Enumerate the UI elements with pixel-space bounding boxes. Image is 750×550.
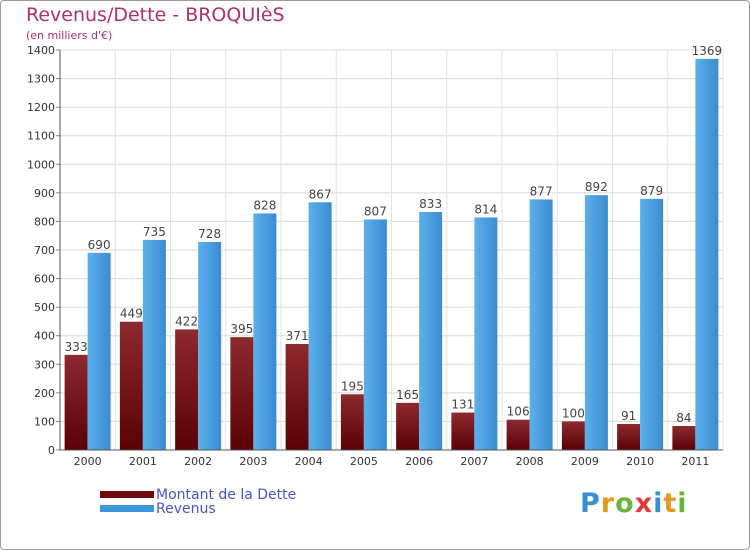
data-label-revenus: 828 bbox=[253, 198, 276, 212]
legend-label-debt: Montant de la Dette bbox=[156, 487, 297, 503]
bar-debt bbox=[396, 402, 420, 450]
data-label-revenus: 867 bbox=[309, 187, 332, 201]
data-label-debt: 84 bbox=[676, 411, 691, 425]
data-label-debt: 371 bbox=[286, 329, 309, 343]
bar-debt bbox=[451, 412, 475, 450]
y-tick-label: 900 bbox=[34, 187, 55, 200]
bar-revenus bbox=[640, 198, 664, 450]
y-tick-label: 1400 bbox=[27, 44, 55, 57]
legend-swatch-debt bbox=[100, 491, 154, 498]
data-label-revenus: 879 bbox=[640, 184, 663, 198]
x-tick-label: 2008 bbox=[516, 455, 544, 468]
data-label-revenus: 877 bbox=[530, 184, 553, 198]
proxiti-logo: Proxiti bbox=[580, 488, 688, 519]
logo-letter: i bbox=[677, 488, 688, 519]
bar-revenus bbox=[419, 212, 443, 450]
x-tick-label: 2003 bbox=[239, 455, 267, 468]
logo-letter: o bbox=[615, 488, 635, 519]
bar-revenus bbox=[474, 217, 498, 450]
x-tick-label: 2011 bbox=[681, 455, 709, 468]
data-label-revenus: 735 bbox=[143, 225, 166, 239]
y-tick-label: 300 bbox=[34, 358, 55, 371]
data-label-debt: 422 bbox=[175, 314, 198, 328]
data-label-revenus: 690 bbox=[88, 238, 111, 252]
y-tick-label: 100 bbox=[34, 415, 55, 428]
logo-letter: P bbox=[580, 488, 601, 519]
legend-swatch-revenus bbox=[100, 505, 154, 512]
bar-revenus bbox=[142, 240, 166, 450]
x-tick-label: 2010 bbox=[626, 455, 654, 468]
data-label-debt: 195 bbox=[341, 379, 364, 393]
bar-debt bbox=[340, 394, 364, 450]
bar-debt bbox=[175, 329, 199, 450]
logo-letter: r bbox=[600, 488, 616, 519]
bar-debt bbox=[64, 354, 88, 450]
bar-revenus bbox=[253, 213, 277, 450]
y-tick-label: 1100 bbox=[27, 130, 55, 143]
data-label-debt: 165 bbox=[396, 388, 419, 402]
y-tick-label: 400 bbox=[34, 330, 55, 343]
data-label-revenus: 892 bbox=[585, 180, 608, 194]
y-tick-label: 1000 bbox=[27, 158, 55, 171]
bar-revenus bbox=[308, 202, 332, 450]
logo-letter: x bbox=[634, 488, 654, 519]
x-tick-label: 2004 bbox=[295, 455, 323, 468]
bar-revenus bbox=[198, 242, 222, 450]
bar-revenus bbox=[87, 252, 111, 450]
bar-revenus bbox=[584, 195, 608, 450]
data-label-debt: 395 bbox=[230, 322, 253, 336]
data-label-debt: 131 bbox=[451, 398, 474, 412]
y-tick-label: 700 bbox=[34, 244, 55, 257]
y-tick-label: 1200 bbox=[27, 101, 55, 114]
bar-revenus bbox=[529, 199, 553, 450]
bar-debt bbox=[506, 419, 530, 450]
y-tick-label: 200 bbox=[34, 387, 55, 400]
logo-letter: i bbox=[653, 488, 664, 519]
y-tick-label: 800 bbox=[34, 215, 55, 228]
y-tick-label: 500 bbox=[34, 301, 55, 314]
bar-debt bbox=[230, 337, 254, 450]
data-label-debt: 449 bbox=[120, 307, 143, 321]
bar-revenus bbox=[695, 58, 719, 450]
data-label-debt: 100 bbox=[562, 406, 585, 420]
y-tick-label: 600 bbox=[34, 273, 55, 286]
bar-debt bbox=[119, 321, 143, 450]
legend-label-revenus: Revenus bbox=[156, 501, 216, 517]
x-tick-label: 2001 bbox=[129, 455, 157, 468]
y-tick-label: 1300 bbox=[27, 73, 55, 86]
chart-title: Revenus/Dette - BROQUIèS bbox=[26, 4, 285, 26]
x-tick-label: 2006 bbox=[405, 455, 433, 468]
y-tick-label: 0 bbox=[48, 444, 55, 457]
logo-letter: t bbox=[663, 488, 678, 519]
bar-debt bbox=[561, 421, 585, 450]
bar-debt bbox=[617, 424, 641, 450]
data-label-debt: 91 bbox=[621, 409, 636, 423]
data-label-revenus: 814 bbox=[474, 202, 497, 216]
data-label-debt: 333 bbox=[65, 340, 88, 354]
bar-debt bbox=[285, 344, 309, 450]
x-tick-label: 2009 bbox=[571, 455, 599, 468]
x-tick-label: 2005 bbox=[350, 455, 378, 468]
data-label-debt: 106 bbox=[507, 405, 530, 419]
bar-revenus bbox=[363, 219, 387, 450]
data-label-revenus: 833 bbox=[419, 197, 442, 211]
chart-subtitle: (en milliers d'€) bbox=[26, 29, 113, 42]
x-tick-label: 2002 bbox=[184, 455, 212, 468]
x-tick-label: 2007 bbox=[460, 455, 488, 468]
bar-debt bbox=[672, 426, 696, 450]
data-label-revenus: 807 bbox=[364, 204, 387, 218]
data-label-revenus: 1369 bbox=[692, 44, 723, 58]
data-label-revenus: 728 bbox=[198, 227, 221, 241]
x-tick-label: 2000 bbox=[74, 455, 102, 468]
